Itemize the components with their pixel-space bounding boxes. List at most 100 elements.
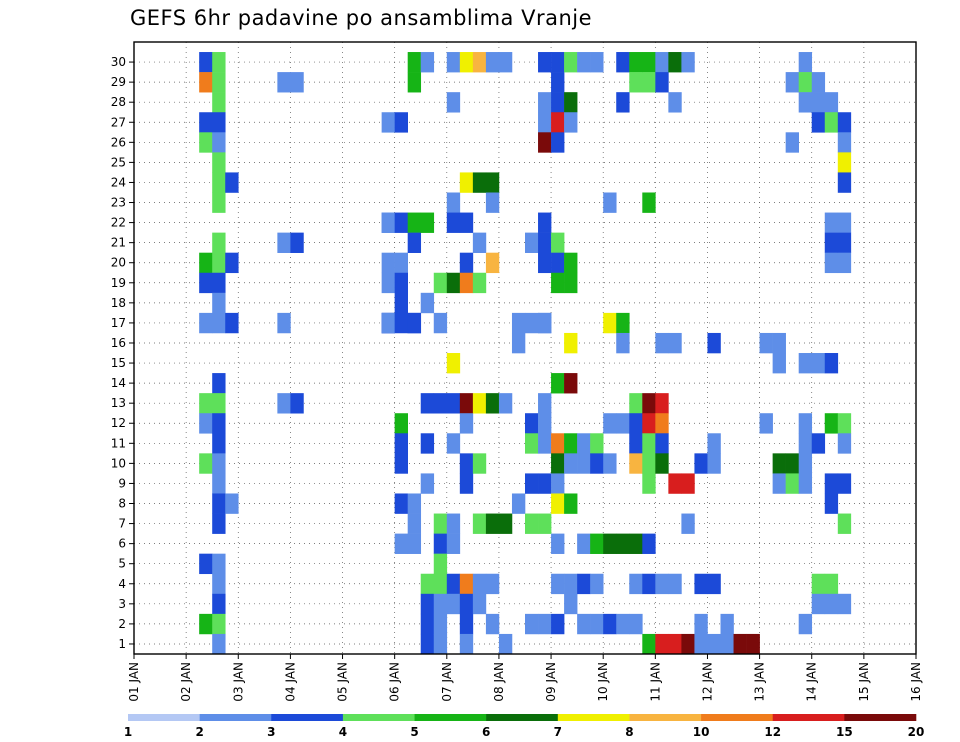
- heatmap-cell: [564, 52, 578, 73]
- heatmap-cell: [603, 533, 617, 554]
- heatmap-cell: [394, 433, 408, 454]
- x-tick-label: 15 JAN: [857, 662, 871, 702]
- heatmap-cell: [446, 353, 461, 374]
- heatmap-cell: [511, 493, 526, 514]
- heatmap-cell: [212, 152, 226, 173]
- heatmap-cell: [551, 72, 565, 93]
- heatmap-cell: [772, 353, 786, 374]
- heatmap-cell: [199, 393, 213, 414]
- heatmap-cell: [694, 453, 708, 474]
- heatmap-cell: [199, 132, 213, 153]
- y-tick-label: 24: [111, 175, 126, 189]
- y-tick-label: 20: [111, 256, 126, 270]
- heatmap-cell: [577, 573, 591, 595]
- heatmap-cell: [225, 172, 239, 193]
- heatmap-cell: [733, 633, 747, 655]
- heatmap-cell: [551, 613, 565, 635]
- heatmap-cell: [199, 312, 213, 334]
- legend-label: 15: [836, 725, 853, 739]
- heatmap-cell: [577, 453, 591, 474]
- heatmap-cell: [525, 312, 539, 334]
- heatmap-cell: [642, 393, 656, 414]
- heatmap-cell: [538, 513, 552, 534]
- heatmap-cell: [603, 312, 617, 334]
- legend-swatch: [629, 714, 702, 721]
- x-tick-label: 08 JAN: [492, 662, 506, 702]
- y-tick-label: 17: [111, 316, 126, 330]
- heatmap-cell: [642, 453, 656, 474]
- heatmap-cell: [199, 413, 213, 434]
- heatmap-cell: [564, 593, 578, 615]
- heatmap-cell: [538, 613, 552, 635]
- legend-label: 20: [908, 725, 925, 739]
- heatmap-cell: [446, 573, 461, 595]
- heatmap-cell: [798, 413, 813, 434]
- heatmap-cell: [472, 232, 487, 253]
- heatmap-cell: [642, 192, 656, 213]
- heatmap-cell: [824, 473, 839, 494]
- heatmap-cell: [472, 172, 487, 193]
- heatmap-cell: [407, 232, 422, 253]
- x-tick-label: 02 JAN: [179, 662, 193, 702]
- heatmap-cell: [525, 513, 539, 534]
- y-tick-label: 15: [111, 356, 126, 370]
- heatmap-cell: [564, 332, 578, 354]
- heatmap-cell: [459, 473, 474, 494]
- heatmap-cell: [290, 72, 304, 93]
- heatmap-cell: [394, 312, 408, 334]
- heatmap-cell: [590, 52, 604, 73]
- heatmap-cell: [551, 533, 565, 554]
- heatmap-cell: [798, 353, 813, 374]
- heatmap-cell: [668, 573, 682, 595]
- heatmap-cell: [381, 212, 395, 233]
- heatmap-cell: [824, 413, 839, 434]
- heatmap-cell: [433, 312, 448, 334]
- heatmap-cell: [420, 573, 435, 595]
- y-tick-label: 29: [111, 75, 126, 89]
- legend-label: 7: [554, 725, 562, 739]
- heatmap-cell: [433, 533, 448, 554]
- y-tick-label: 12: [111, 416, 126, 430]
- heatmap-cell: [837, 112, 852, 133]
- y-tick-label: 3: [118, 597, 126, 611]
- heatmap-cell: [811, 593, 826, 615]
- heatmap-cell: [551, 473, 565, 494]
- x-tick-label: 16 JAN: [909, 662, 923, 702]
- heatmap-cell: [564, 373, 578, 394]
- heatmap-cell: [498, 393, 513, 414]
- heatmap-cell: [290, 232, 304, 253]
- y-tick-label: 22: [111, 216, 126, 230]
- heatmap-cell: [629, 533, 643, 554]
- heatmap-cell: [811, 112, 826, 133]
- heatmap-cell: [290, 393, 304, 414]
- x-tick-label: 01 JAN: [127, 662, 141, 702]
- heatmap-cell: [694, 573, 708, 595]
- legend-label: 10: [693, 725, 710, 739]
- heatmap-cell: [212, 272, 226, 294]
- y-tick-label: 9: [118, 476, 126, 490]
- x-tick-label: 10 JAN: [596, 662, 610, 702]
- heatmap-cell: [212, 593, 226, 615]
- heatmap-cell: [420, 613, 435, 635]
- heatmap-cell: [277, 393, 291, 414]
- heatmap-cell: [668, 52, 682, 73]
- heatmap-cell: [459, 413, 474, 434]
- heatmap-cell: [551, 52, 565, 73]
- heatmap-cell: [590, 573, 604, 595]
- x-tick-label: 13 JAN: [753, 662, 767, 702]
- heatmap-cell: [811, 72, 826, 93]
- heatmap-cell: [590, 533, 604, 554]
- x-tick-label: 07 JAN: [440, 662, 454, 702]
- heatmap-cell: [212, 553, 226, 575]
- x-tick-label: 03 JAN: [231, 662, 245, 702]
- heatmap-cell: [511, 332, 526, 354]
- heatmap-cell: [616, 613, 630, 635]
- heatmap-cell: [577, 533, 591, 554]
- heatmap-cell: [420, 212, 435, 233]
- heatmap-cell: [394, 272, 408, 294]
- heatmap-cell: [525, 473, 539, 494]
- heatmap-cell: [577, 613, 591, 635]
- heatmap-cell: [655, 633, 669, 655]
- y-tick-label: 30: [111, 55, 126, 69]
